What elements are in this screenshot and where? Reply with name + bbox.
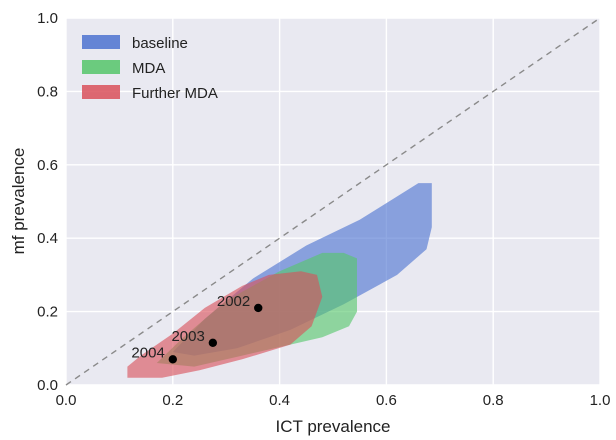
point-label-2003: 2003 — [171, 328, 204, 345]
x-tick-label: 0.6 — [376, 392, 397, 409]
legend-swatch-further-mda — [82, 85, 120, 99]
y-tick-label: 0.2 — [37, 304, 58, 321]
point-2003 — [208, 338, 218, 347]
x-tick-label: 1.0 — [590, 392, 611, 409]
points-group: 2002 2003 2004 — [131, 293, 263, 364]
diagonal-reference-line — [65, 17, 601, 386]
area-further-mda — [127, 271, 323, 378]
y-tick-label: 0.8 — [37, 83, 58, 100]
x-axis-label: ICT prevalence — [276, 417, 391, 436]
point-2004 — [168, 355, 177, 364]
y-tick-label: 1.0 — [37, 10, 58, 27]
legend-label-baseline: baseline — [132, 35, 188, 52]
legend-swatch-mda — [82, 60, 120, 74]
point-label-2002: 2002 — [217, 293, 250, 310]
x-tick-label: 0.0 — [56, 392, 77, 409]
point-label-2004: 2004 — [131, 344, 164, 361]
legend: baseline MDA Further MDA — [82, 35, 218, 102]
legend-swatch-baseline — [82, 35, 120, 49]
legend-label-mda: MDA — [132, 60, 165, 77]
x-tick-label: 0.2 — [162, 392, 183, 409]
x-tick-label: 0.8 — [483, 392, 504, 409]
y-axis-label: mf prevalence — [9, 148, 28, 255]
grid — [65, 17, 601, 386]
y-tick-label: 0.6 — [37, 157, 58, 174]
x-tick-label: 0.4 — [269, 392, 290, 409]
point-2002 — [254, 303, 263, 313]
y-tick-label: 0.4 — [37, 230, 58, 247]
y-tick-label: 0.0 — [37, 377, 58, 394]
tick-labels: 0.0 0.2 0.4 0.6 0.8 1.0 0.0 0.2 0.4 0.6 0.8 1.0 — [37, 10, 610, 409]
legend-label-further-mda: Further MDA — [132, 85, 218, 102]
